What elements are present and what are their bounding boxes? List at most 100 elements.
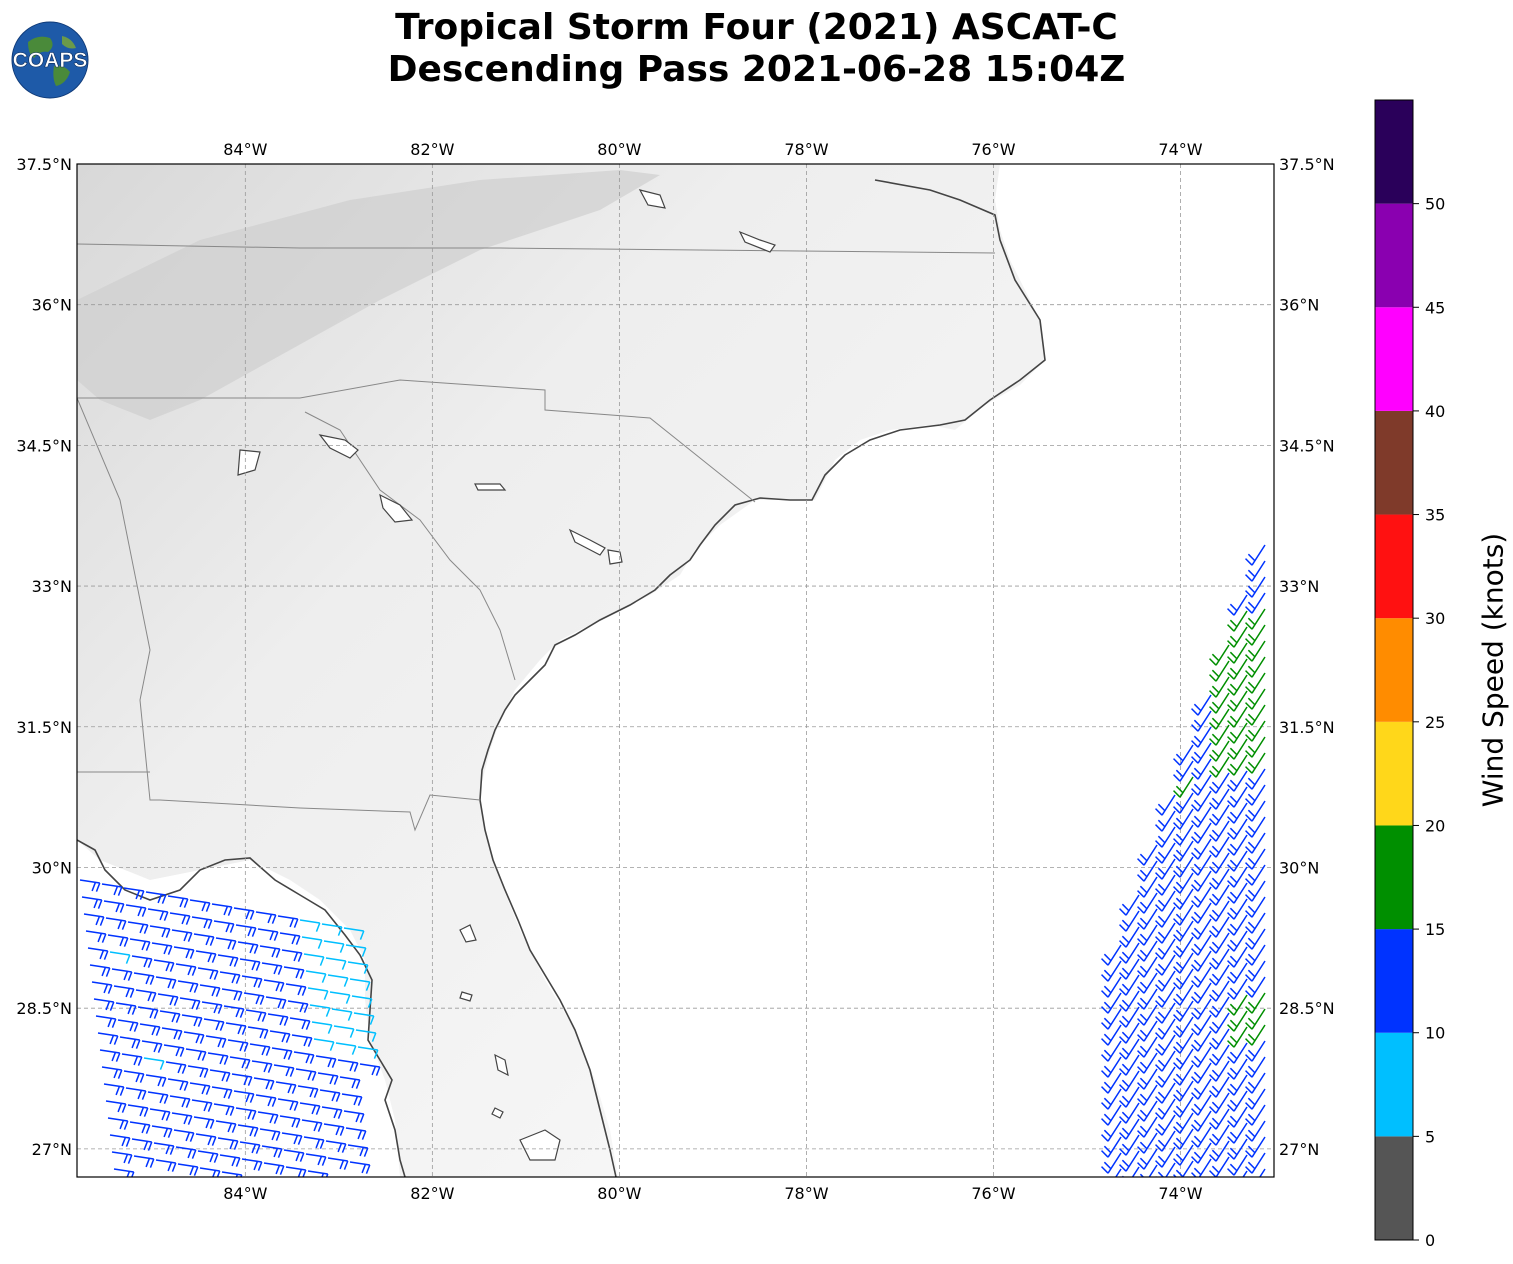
wind-barb [1209, 964, 1230, 986]
wind-barb [197, 967, 219, 980]
wind-barb [81, 896, 103, 909]
wind-barb [1191, 1126, 1212, 1148]
wind-barb [1245, 976, 1266, 998]
wind-barb [1191, 710, 1212, 732]
wind-barb [107, 934, 129, 947]
wind-barb [303, 1136, 325, 1149]
colorbar-label: Wind Speed (knots) [1476, 532, 1510, 808]
lat-tick-label-right: 34.5°N [1279, 436, 1335, 455]
wind-barb [1191, 1030, 1212, 1052]
wind-barb [165, 1061, 187, 1074]
wind-barb [1227, 994, 1248, 1016]
wind-barb [277, 915, 299, 928]
wind-barb [335, 1042, 357, 1055]
wind-barb [1173, 808, 1194, 830]
wind-barb [145, 891, 167, 904]
wind-barb [1191, 918, 1212, 940]
wind-barb [191, 916, 213, 929]
wind-barb [211, 1086, 233, 1099]
wind-barb [175, 963, 197, 976]
wind-barb [1245, 1056, 1266, 1078]
wind-barb [1227, 1090, 1248, 1112]
lon-tick-label-bottom: 82°W [410, 1184, 454, 1203]
wind-barb [1245, 544, 1266, 566]
wind-barb [105, 917, 127, 930]
lon-tick-label-bottom: 80°W [597, 1184, 641, 1203]
wind-barb [187, 1065, 209, 1078]
wind-barb [1173, 920, 1194, 942]
wind-barb [293, 1051, 315, 1064]
wind-barb [181, 1014, 203, 1027]
colorbar-tick-label: 5 [1425, 1127, 1435, 1146]
wind-barb [259, 1128, 281, 1141]
wind-barb [125, 904, 147, 917]
wind-barb [145, 1074, 167, 1087]
wind-barb [1155, 1002, 1176, 1024]
wind-barb [219, 1154, 241, 1167]
wind-barb [297, 1085, 319, 1098]
wind-barb [1245, 832, 1266, 854]
wind-barb [125, 1087, 147, 1100]
wind-barb [1191, 694, 1212, 716]
wind-barb [1137, 1036, 1158, 1058]
wind-barb [231, 1073, 253, 1086]
wind-barb [127, 921, 149, 934]
wind-barb [167, 1078, 189, 1091]
wind-barb [1173, 776, 1194, 798]
wind-barb [241, 1158, 263, 1171]
wind-barb [1191, 1014, 1212, 1036]
colorbar-segment [1375, 1136, 1413, 1240]
wind-barb [1101, 944, 1122, 966]
wind-barb [1101, 1024, 1122, 1046]
wind-barb [171, 1112, 193, 1125]
wind-barb [1227, 1122, 1248, 1144]
wind-barb [1155, 1018, 1176, 1040]
wind-barb [107, 1117, 129, 1130]
wind-barb [153, 959, 175, 972]
colorbar-tick-label: 10 [1425, 1024, 1445, 1043]
wind-barb [1137, 1020, 1158, 1042]
wind-barb [235, 1107, 257, 1120]
wind-barb [199, 984, 221, 997]
wind-barb [283, 966, 305, 979]
wind-barb [337, 1059, 359, 1072]
wind-barb [1137, 972, 1158, 994]
wind-barb [321, 1106, 343, 1119]
wind-barb [291, 1034, 313, 1047]
colorbar-segment [1375, 1032, 1413, 1137]
wind-barb [1242, 1170, 1248, 1177]
wind-barb [1209, 884, 1230, 906]
wind-barb [1245, 784, 1266, 806]
wind-barb [1155, 938, 1176, 960]
wind-barb [101, 1066, 123, 1079]
colorbar-tick-label: 25 [1425, 713, 1445, 732]
wind-barb [1119, 1102, 1140, 1124]
wind-barb [1155, 1130, 1176, 1152]
wind-barb [349, 978, 371, 991]
wind-barb [1227, 1026, 1248, 1048]
wind-barb [1209, 916, 1230, 938]
wind-barb [83, 913, 105, 926]
wind-barb [1245, 688, 1266, 710]
wind-barb [251, 1060, 273, 1073]
wind-barb [1155, 794, 1176, 816]
wind-barb [79, 879, 101, 892]
wind-barb [1101, 1120, 1122, 1142]
wind-barb [221, 988, 243, 1001]
wind-barb [1173, 1080, 1194, 1102]
wind-barb [1119, 1150, 1140, 1172]
wind-barb [1209, 788, 1230, 810]
wind-barb [1173, 1032, 1194, 1054]
wind-barb [151, 1125, 173, 1138]
wind-barb [327, 1157, 349, 1170]
wind-barb [1137, 988, 1158, 1010]
wind-barb [343, 927, 365, 940]
wind-barb [127, 1104, 149, 1117]
wind-barb [1245, 1072, 1266, 1094]
wind-barb [1227, 914, 1248, 936]
gridlines [77, 164, 1274, 1177]
wind-barb [149, 925, 171, 938]
wind-barb [1191, 1094, 1212, 1116]
wind-barb [1101, 1104, 1122, 1126]
wind-barb [1191, 854, 1212, 876]
